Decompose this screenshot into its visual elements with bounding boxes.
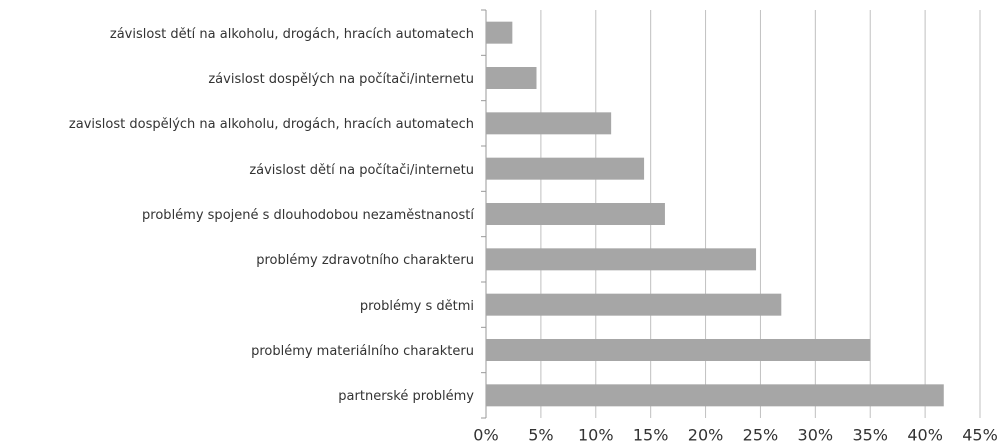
- x-tick-label: 35%: [852, 426, 888, 445]
- y-tick-label-box: partnerské problémy: [4, 385, 474, 405]
- x-tick-label: 40%: [907, 426, 943, 445]
- x-tick-label: 20%: [688, 426, 724, 445]
- bar: [486, 203, 665, 225]
- bar: [486, 112, 612, 135]
- y-tick-label: problémy zdravotního charakteru: [256, 253, 474, 269]
- y-tick-label: partnerské problémy: [338, 389, 474, 405]
- y-tick-label-box: zavislost dospělých na alkoholu, drogách…: [4, 113, 474, 133]
- x-tick-label: 0%: [473, 426, 498, 445]
- bar: [486, 248, 757, 271]
- bar: [486, 384, 944, 407]
- x-tick-label: 10%: [578, 426, 614, 445]
- x-tick-label: 15%: [633, 426, 669, 445]
- y-tick-label-box: problémy zdravotního charakteru: [4, 249, 474, 269]
- y-tick-label: problémy s dětmi: [359, 298, 474, 314]
- x-tick-label: 30%: [798, 426, 834, 445]
- y-tick-label: zavislost dospělých na alkoholu, drogách…: [68, 117, 474, 133]
- x-tick-label: 5%: [528, 426, 553, 445]
- bar: [486, 21, 513, 44]
- y-tick-label-box: problémy s dětmi: [4, 295, 474, 315]
- y-tick-label: závislost dospělých na počítači/internet…: [208, 72, 474, 87]
- bar: [486, 67, 537, 89]
- y-tick-label: závislost dětí na počítači/internetu: [249, 162, 474, 178]
- bar: [486, 293, 782, 316]
- y-tick-label-box: problémy materiálního charakteru: [4, 340, 474, 360]
- y-tick-label: závislost dětí na alkoholu, drogách, hra…: [109, 26, 474, 42]
- bar: [486, 157, 645, 180]
- x-tick-label: 45%: [962, 426, 998, 445]
- y-tick-label-box: závislost dětí na alkoholu, drogách, hra…: [4, 23, 474, 43]
- y-tick-label-box: závislost dětí na počítači/internetu: [4, 159, 474, 179]
- x-tick-label: 25%: [743, 426, 779, 445]
- y-tick-label-box: závislost dospělých na počítači/internet…: [4, 68, 474, 88]
- y-tick-label: problémy materiálního charakteru: [251, 344, 474, 359]
- y-tick-label-box: problémy spojené s dlouhodobou nezaměstn…: [4, 204, 474, 224]
- y-tick-label: problémy spojené s dlouhodobou nezaměstn…: [142, 208, 474, 223]
- bar: [486, 339, 871, 361]
